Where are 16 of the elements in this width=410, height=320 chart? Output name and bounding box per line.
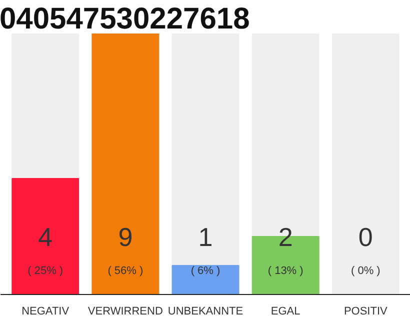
x-tick-label: UNBEKANNTE [168, 306, 244, 318]
x-tick-label: EGAL [270, 306, 300, 318]
annotation: ( 0% ) [350, 265, 380, 278]
annotation: ( 25% ) [28, 265, 64, 278]
annotation: ( 13% ) [268, 265, 304, 278]
annotation: ( 56% ) [108, 265, 144, 278]
chart-title: 040547530227618 [0, 2, 250, 36]
x-tick-label: POSITIV [344, 306, 388, 318]
x-tick-label: NEGATIV [22, 306, 70, 318]
data-label: 0 [358, 222, 373, 252]
data-label: 9 [118, 222, 133, 252]
annotation: ( 6% ) [190, 265, 220, 278]
data-label: 4 [38, 222, 53, 252]
data-label: 1 [198, 222, 213, 252]
bar [172, 265, 240, 294]
x-tick-label: VERWIRREND [88, 306, 163, 318]
